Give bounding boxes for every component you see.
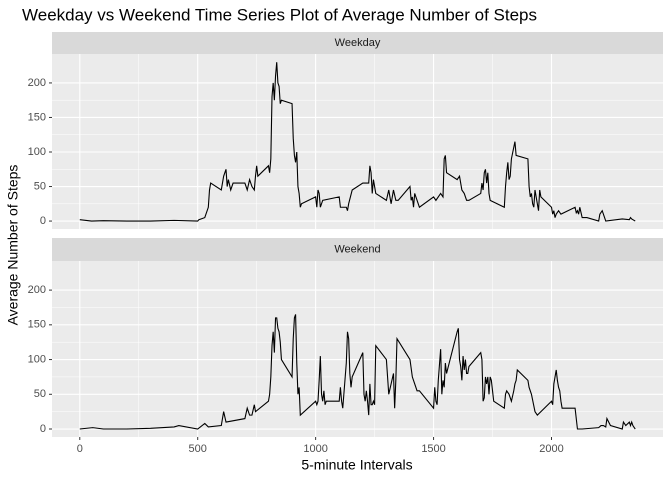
y-tick-label: 200: [28, 284, 46, 296]
y-tick-label: 50: [34, 388, 46, 400]
panel-background: [52, 54, 663, 229]
y-tick-label: 150: [28, 111, 46, 123]
x-tick-label: 1000: [303, 443, 327, 455]
y-axis-title: Average Number of Steps: [5, 165, 21, 326]
x-tick-label: 1500: [421, 443, 445, 455]
facet-strip: [52, 238, 663, 261]
y-tick-label: 100: [28, 146, 46, 158]
x-tick-label: 500: [189, 443, 207, 455]
y-tick-label: 0: [40, 215, 46, 227]
y-tick-label: 50: [34, 180, 46, 192]
series-line: [79, 314, 636, 430]
chart-title: Weekday vs Weekend Time Series Plot of A…: [22, 5, 537, 24]
series-line: [79, 62, 636, 222]
x-tick-label: 2000: [539, 443, 563, 455]
y-tick-label: 200: [28, 77, 46, 89]
y-tick-label: 100: [28, 353, 46, 365]
x-tick-label: 0: [77, 443, 83, 455]
y-tick-label: 0: [40, 423, 46, 435]
y-tick-label: 150: [28, 319, 46, 331]
x-axis-title: 5-minute Intervals: [301, 457, 412, 473]
facet-label: Weekend: [334, 243, 380, 255]
panel-background: [52, 261, 663, 437]
facet-label: Weekday: [335, 37, 381, 49]
facet-strip: [52, 32, 663, 54]
